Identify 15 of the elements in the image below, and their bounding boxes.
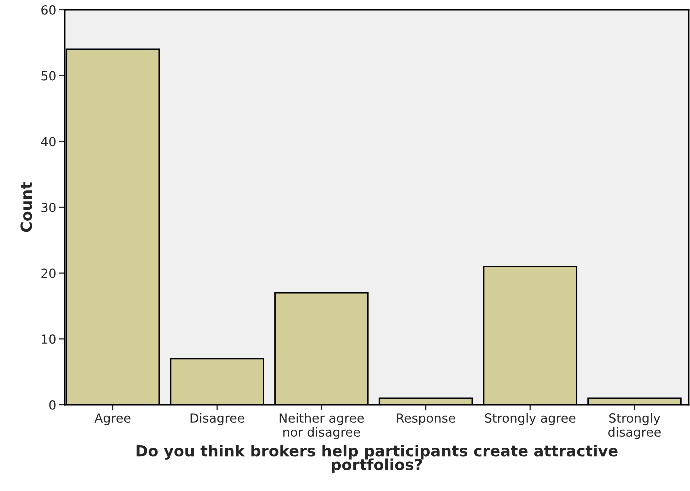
y-tick-label: 20 [42, 268, 56, 278]
y-tick-label: 60 [42, 5, 56, 15]
y-tick-label: 0 [50, 400, 56, 410]
x-tick-label: Disagree [190, 413, 244, 426]
x-tick-label: Strongly disagree [608, 413, 661, 440]
x-tick-label: Neither agree nor disagree [280, 413, 364, 440]
x-tick-label: Strongly agree [485, 413, 576, 426]
y-tick-label: 50 [42, 71, 56, 81]
y-tick-label: 30 [42, 202, 56, 212]
y-tick-label: 40 [41, 137, 56, 147]
y-axis-title: Count [20, 182, 32, 232]
x-tick-label: Response [397, 414, 456, 426]
x-tick-label: Agree [94, 414, 131, 426]
y-tick-label: 10 [42, 334, 56, 344]
x-axis-title: Do you think brokers help participants create attractive portfolios? [136, 444, 618, 474]
